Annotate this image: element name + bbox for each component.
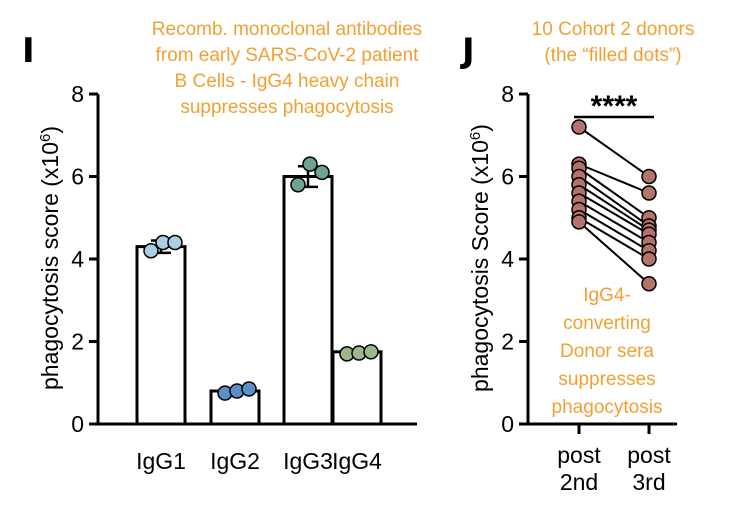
significance-stars: ****: [591, 90, 638, 123]
panel-j-annotation-line: suppresses: [558, 369, 655, 390]
bar: [331, 350, 383, 426]
x-category-label: IgG1: [136, 448, 186, 474]
y-tick-label: 6: [71, 164, 84, 190]
y-tick-label: 8: [501, 81, 514, 107]
panel-letter-i: I: [22, 31, 35, 71]
pair-line: [578, 208, 650, 252]
panel-j-annotation-line: phagocytosis: [552, 397, 663, 418]
y-tick-label: 2: [71, 329, 84, 355]
panel-j-annotation-line: Donor sera: [560, 341, 654, 362]
panel-i-title-line: Recomb. monoclonal antibodies: [152, 19, 422, 40]
panel-letter-j: J: [460, 31, 475, 71]
panel-j-y-axis-title-exponent: 6: [467, 132, 484, 140]
panel-j-annotation-line: IgG4-: [583, 285, 631, 306]
data-point-post-3rd: [641, 185, 657, 201]
x-category-label: IgG4: [332, 448, 382, 474]
panel-i-plot: 0 2 4 6 8 IgG1 IgG2 IgG3 IgG4: [71, 81, 417, 474]
data-point-post-3rd: [641, 276, 657, 292]
y-tick-label: 4: [71, 246, 84, 272]
pair-line: [578, 221, 650, 285]
y-tick-label: 4: [501, 246, 514, 272]
data-point: [167, 234, 183, 251]
y-tick-label: 2: [501, 329, 514, 355]
data-point-post-2nd: [571, 214, 587, 230]
panel-i-y-axis-title: phagocytosis score (x106): [37, 126, 63, 390]
panel-j-title-line: (the “filled dots”): [544, 45, 681, 66]
pair-line: [578, 175, 650, 227]
panel-i-y-axis-title-close: ): [37, 126, 63, 134]
x-category-label: IgG3: [283, 448, 333, 474]
x-category-label: post: [557, 442, 601, 468]
pair-line: [578, 126, 650, 178]
pair-line: [578, 163, 650, 194]
y-tick-label: 0: [71, 411, 84, 437]
pair-line: [578, 200, 650, 244]
panel-j-y-axis-title: phagocytosis Score (x106): [467, 124, 493, 392]
data-point: [363, 344, 379, 360]
data-point: [143, 243, 159, 259]
panel-j-y-axis-title-close: ): [467, 124, 493, 132]
y-tick-label: 6: [501, 164, 514, 190]
panel-j-annotation: IgG4- converting Donor sera suppresses p…: [552, 285, 663, 418]
panel-j-title-line: 10 Cohort 2 donors: [532, 19, 695, 40]
pair-line: [578, 183, 650, 231]
panel-i-y-axis-title-exponent: 6: [37, 134, 54, 142]
panel-i-title: Recomb. monoclonal antibodies from early…: [152, 19, 422, 118]
data-point: [302, 156, 318, 172]
data-point-post-2nd: [571, 119, 587, 135]
panel-j-y-axis-title-main: phagocytosis Score (x10: [467, 140, 493, 392]
data-point: [241, 381, 257, 397]
panel-i-y-axis-title-main: phagocytosis score (x10: [37, 142, 63, 390]
pair-line: [578, 216, 650, 260]
x-category-label: post: [627, 442, 671, 468]
panel-j-annotation-line: converting: [563, 313, 651, 334]
pair-line: [578, 167, 650, 219]
data-point: [314, 164, 330, 181]
data-point: [290, 177, 306, 193]
x-category-label: 2nd: [560, 469, 598, 495]
panel-i-title-line: from early SARS-CoV-2 patient: [156, 45, 420, 66]
panel-i-title-line: B Cells - IgG4 heavy chain: [175, 71, 400, 92]
x-category-label: 3rd: [632, 469, 665, 495]
data-point-post-3rd: [641, 168, 657, 185]
pair-line: [578, 192, 650, 236]
y-tick-label: 8: [71, 81, 84, 107]
panel-j-title: 10 Cohort 2 donors (the “filled dots”): [532, 19, 695, 66]
x-category-label: IgG2: [210, 448, 260, 474]
bar: [135, 245, 187, 426]
data-point-post-3rd: [641, 251, 657, 267]
bar: [282, 175, 334, 426]
y-tick-label: 0: [501, 411, 514, 437]
panel-i-title-line: suppresses phagocytosis: [180, 97, 393, 118]
